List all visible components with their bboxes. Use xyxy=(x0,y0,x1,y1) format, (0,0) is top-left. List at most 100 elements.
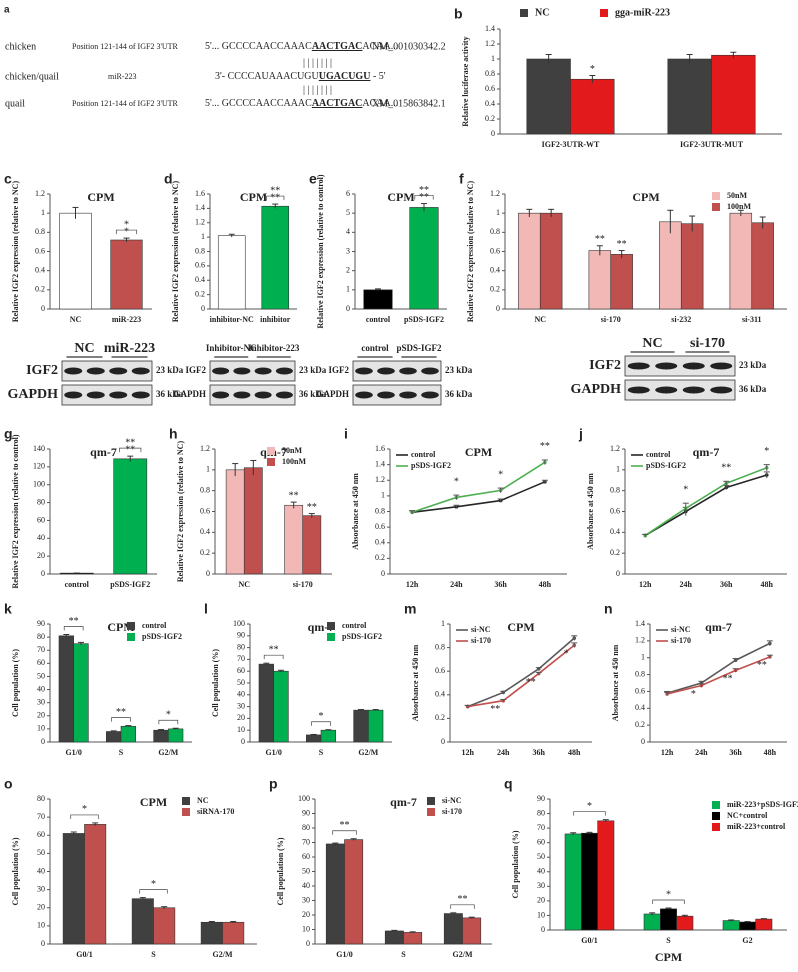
blot-membrane xyxy=(209,360,296,382)
x-tick-label: G0/1 xyxy=(76,950,92,959)
legend-label: miR-223+control xyxy=(727,822,786,831)
y-tick-label: 60 xyxy=(537,837,545,846)
bar xyxy=(353,709,369,743)
bracket xyxy=(63,626,84,631)
x-tick-label: inhibitor-NC xyxy=(210,315,254,324)
y-tick-label: 60 xyxy=(37,658,45,667)
line xyxy=(411,461,546,514)
y-tick-label: 30 xyxy=(302,895,310,904)
blot-band xyxy=(64,391,83,399)
x-tick-label: NC xyxy=(534,315,546,324)
y-tick-label: 90 xyxy=(302,808,310,817)
bar xyxy=(680,223,704,310)
panel-letter: i xyxy=(344,426,348,442)
x-tick-label: 36h xyxy=(720,580,733,589)
y-axis-title: Relative IGF2 expression (relative to NC… xyxy=(176,441,185,583)
x-tick-label: 12h xyxy=(661,748,674,757)
legend-label: si-170 xyxy=(471,636,491,645)
y-tick-label: 0.4 xyxy=(435,690,445,699)
y-tick-label: 0.4 xyxy=(490,265,500,274)
y-tick-label: 0.6 xyxy=(375,522,385,531)
y-tick-label: 40 xyxy=(37,684,45,693)
y-tick-label: 70 xyxy=(37,812,45,821)
legend-label: pSDS-IGF2 xyxy=(342,632,382,641)
x-tick-label: 24h xyxy=(680,580,693,589)
y-tick-label: 0.2 xyxy=(485,114,495,123)
y-tick-label: 1.2 xyxy=(610,444,620,453)
bar xyxy=(243,467,263,575)
bar xyxy=(722,920,740,931)
bar xyxy=(273,670,289,743)
y-tick-label: 0.2 xyxy=(490,285,500,294)
legend-label: gga-miR-223 xyxy=(615,7,670,18)
bar xyxy=(570,78,615,135)
lane-label: pSDS-IGF2 xyxy=(396,343,442,353)
y-tick-label: 1 xyxy=(616,465,620,474)
x-tick-label: IGF2-3UTR-WT xyxy=(542,140,600,149)
legend-label: 50nM xyxy=(727,191,747,200)
seq: 3'- CCCCAUAAACUGU xyxy=(215,71,320,82)
y-tick-label: 0 xyxy=(441,737,445,746)
y-tick-label: 0.8 xyxy=(435,642,445,651)
bar xyxy=(302,515,322,575)
legend-swatch xyxy=(712,192,720,200)
panel-letter: f xyxy=(459,171,464,187)
y-tick-label: 10 xyxy=(37,921,45,930)
y-tick-label: 50 xyxy=(37,848,45,857)
bar xyxy=(518,212,541,310)
x-tick-label: 12h xyxy=(639,580,652,589)
y-tick-label: 0.2 xyxy=(635,720,645,729)
bracket xyxy=(119,447,142,453)
legend-label: miR-223+pSDS-IGF2 xyxy=(727,800,798,809)
line xyxy=(644,467,768,537)
y-tick-label: 6 xyxy=(346,189,350,198)
bracket xyxy=(70,814,99,819)
x-tick-label: 36h xyxy=(494,580,507,589)
y-tick-label: 0.4 xyxy=(485,99,495,108)
panel-letter: l xyxy=(204,601,208,617)
x-tick-label: S xyxy=(151,950,156,959)
bracket xyxy=(263,654,284,660)
seq: ACAA... xyxy=(362,41,398,52)
pairing: | | | | | | | xyxy=(303,84,332,95)
blot-band xyxy=(627,362,650,370)
chart-title: CPM xyxy=(240,190,267,204)
legend-swatch xyxy=(127,633,135,641)
y-tick-label: 1.2 xyxy=(195,218,205,227)
y-tick-label: 0.2 xyxy=(435,713,445,722)
blot-band xyxy=(377,391,395,399)
significance: * xyxy=(764,446,769,457)
y-tick-label: 50 xyxy=(537,852,545,861)
y-tick-label: 1.2 xyxy=(200,444,210,453)
x-tick-label: G2/M xyxy=(158,748,178,757)
y-tick-label: 10 xyxy=(302,924,310,933)
chart-title: qm-7 xyxy=(705,620,732,634)
blot-membrane xyxy=(61,360,153,382)
chart-title: CPM xyxy=(387,190,414,204)
y-axis-title: Cell population (%) xyxy=(11,649,20,717)
significance: ** xyxy=(269,644,279,655)
significance: ** xyxy=(458,894,468,905)
accession: NM_001030342.2 xyxy=(372,41,446,52)
y-tick-label: 40 xyxy=(37,866,45,875)
y-axis-title: Cell population (%) xyxy=(511,830,520,898)
bar xyxy=(62,833,85,945)
x-tick-label: G1/0 xyxy=(336,950,352,959)
blot-membrane xyxy=(209,384,296,406)
sequence: 3'- CCCCAUAAACUGUUGACUGU - 5' xyxy=(215,71,386,82)
bar xyxy=(222,921,245,945)
bar xyxy=(660,908,677,931)
sequence-alignment: a chicken Position 121-144 of IGF2 3'UTR… xyxy=(4,5,446,110)
legend-label: control xyxy=(142,621,167,630)
y-tick-label: 1.2 xyxy=(485,39,495,48)
bar xyxy=(384,930,404,945)
bar xyxy=(443,913,463,945)
y-tick-label: 1.2 xyxy=(35,189,45,198)
y-axis-title: Relative IGF2 expression (relative to NC… xyxy=(466,181,475,323)
bar xyxy=(84,824,107,945)
y-tick-label: 0.4 xyxy=(635,703,645,712)
x-tick-label: NC xyxy=(238,580,250,589)
y-axis-title: Relative luciferase activity xyxy=(461,36,470,126)
x-tick-label: inhibitor xyxy=(260,315,291,324)
y-tick-label: 30 xyxy=(37,697,45,706)
